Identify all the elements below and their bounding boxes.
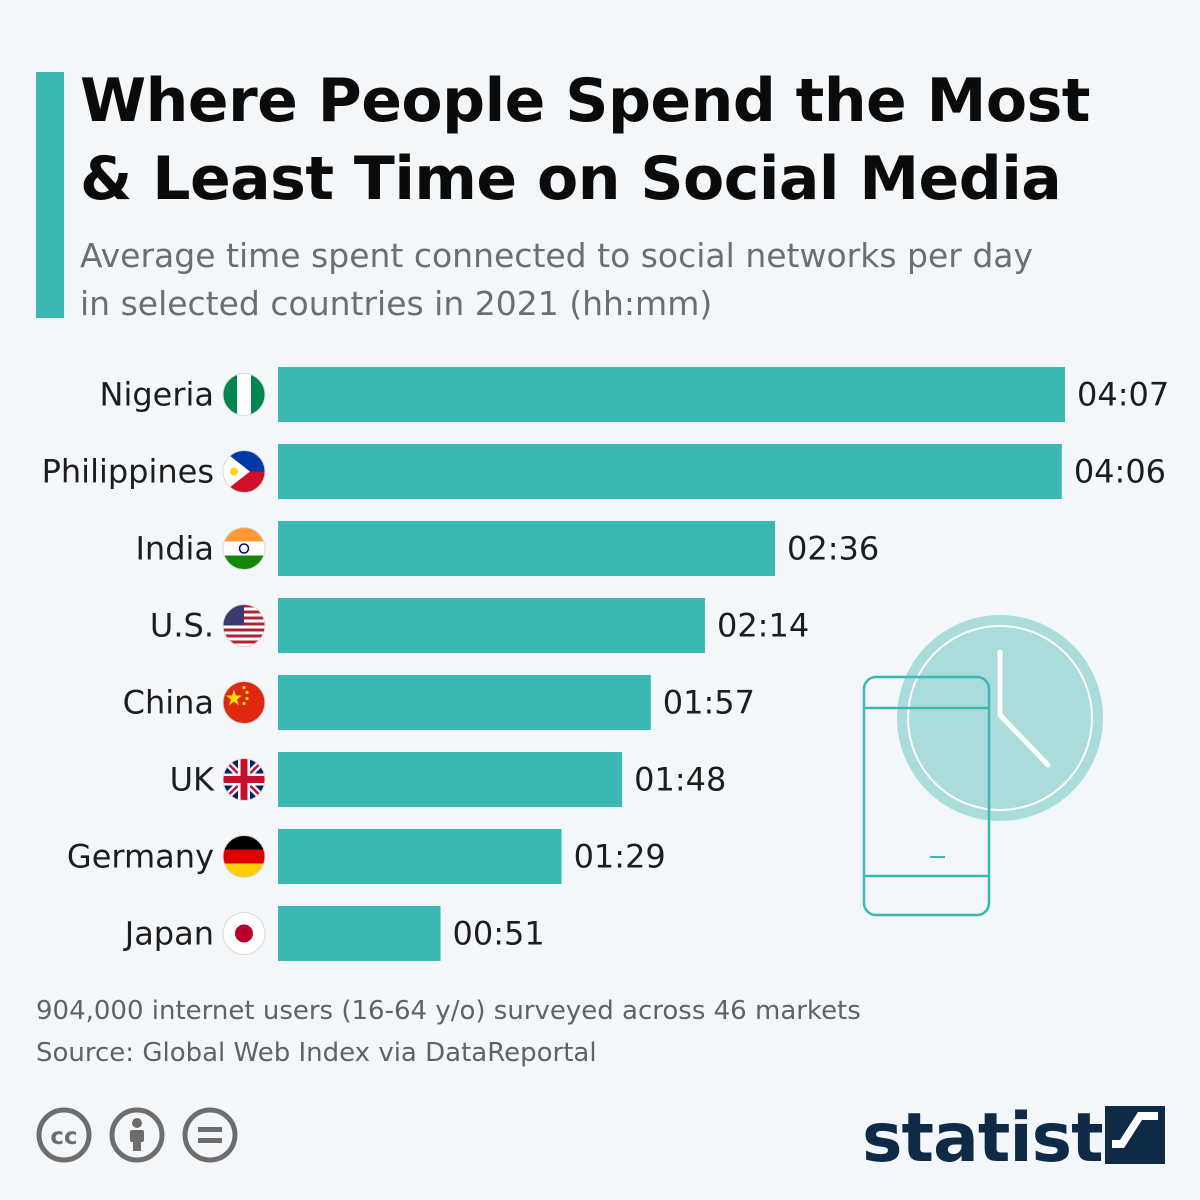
value-label: 00:51 bbox=[452, 915, 544, 953]
bar bbox=[278, 444, 1062, 499]
license-icons: cc bbox=[36, 1107, 238, 1163]
attribution-icon[interactable] bbox=[109, 1107, 165, 1163]
chart-notes: 904,000 internet users (16-64 y/o) surve… bbox=[36, 990, 1036, 1074]
statista-logo-icon bbox=[1105, 1106, 1165, 1164]
svg-text:cc: cc bbox=[50, 1124, 77, 1150]
value-label: 01:48 bbox=[634, 761, 726, 799]
uk-flag-icon bbox=[222, 758, 266, 801]
bar-chart: Nigeria 04:07 Philippines 04:06 India 02:36 U.… bbox=[42, 367, 1169, 961]
bar bbox=[278, 521, 776, 576]
title-line-1: Where People Spend the Most bbox=[80, 66, 1090, 136]
bar bbox=[278, 598, 705, 653]
chart-row: India 02:36 bbox=[135, 521, 879, 576]
subtitle-line-1: Average time spent connected to social n… bbox=[80, 236, 1034, 275]
value-label: 01:57 bbox=[663, 684, 755, 722]
category-label: Germany bbox=[67, 838, 214, 876]
bar bbox=[278, 675, 651, 730]
category-label: UK bbox=[170, 761, 215, 799]
cc-icon[interactable]: cc bbox=[36, 1107, 92, 1163]
bar bbox=[278, 752, 623, 807]
category-label: Nigeria bbox=[100, 376, 214, 414]
japan-flag-icon bbox=[222, 912, 266, 955]
bar bbox=[278, 829, 562, 884]
source-note: Source: Global Web Index via DataReporta… bbox=[36, 1038, 597, 1068]
category-label: China bbox=[123, 684, 214, 722]
phone-clock-illustration bbox=[862, 615, 1103, 917]
accent-bar bbox=[36, 72, 64, 318]
india-flag-icon bbox=[222, 527, 266, 570]
chart-row: Philippines 04:06 bbox=[42, 444, 1166, 499]
subtitle: Average time spent connected to social n… bbox=[80, 232, 1180, 328]
germany-flag-icon bbox=[222, 835, 266, 878]
bar bbox=[278, 906, 441, 961]
subtitle-line-2: in selected countries in 2021 (hh:mm) bbox=[80, 284, 713, 323]
chart-row: Japan 00:51 bbox=[123, 906, 545, 961]
brand-wordmark: statista bbox=[862, 1099, 1148, 1170]
no-derivatives-icon[interactable] bbox=[182, 1107, 238, 1163]
value-label: 02:36 bbox=[787, 530, 879, 568]
value-label: 01:29 bbox=[574, 838, 666, 876]
china-flag-icon bbox=[222, 681, 266, 724]
category-label: Japan bbox=[123, 915, 214, 953]
title-line-2: & Least Time on Social Media bbox=[80, 144, 1062, 214]
clock-icon bbox=[897, 615, 1103, 821]
value-label: 02:14 bbox=[717, 607, 809, 645]
bar bbox=[278, 367, 1065, 422]
chart-row: China 01:57 bbox=[123, 675, 755, 730]
chart-row: UK 01:48 bbox=[170, 752, 726, 807]
value-label: 04:07 bbox=[1077, 376, 1169, 414]
chart-row: Germany 01:29 bbox=[67, 829, 666, 884]
category-label: India bbox=[135, 530, 214, 568]
page-title: Where People Spend the Most & Least Time… bbox=[80, 62, 1180, 218]
chart-row: Nigeria 04:07 bbox=[100, 367, 1169, 422]
chart-row: U.S. 02:14 bbox=[150, 598, 809, 653]
phone-icon bbox=[862, 675, 991, 917]
us-flag-icon bbox=[222, 604, 266, 647]
category-label: Philippines bbox=[42, 453, 214, 491]
survey-note: 904,000 internet users (16-64 y/o) surve… bbox=[36, 996, 861, 1026]
category-label: U.S. bbox=[150, 607, 214, 645]
statista-logo[interactable]: statista bbox=[862, 1098, 1167, 1170]
nigeria-flag-icon bbox=[222, 373, 266, 416]
value-label: 04:06 bbox=[1074, 453, 1166, 491]
philippines-flag-icon bbox=[222, 450, 266, 493]
